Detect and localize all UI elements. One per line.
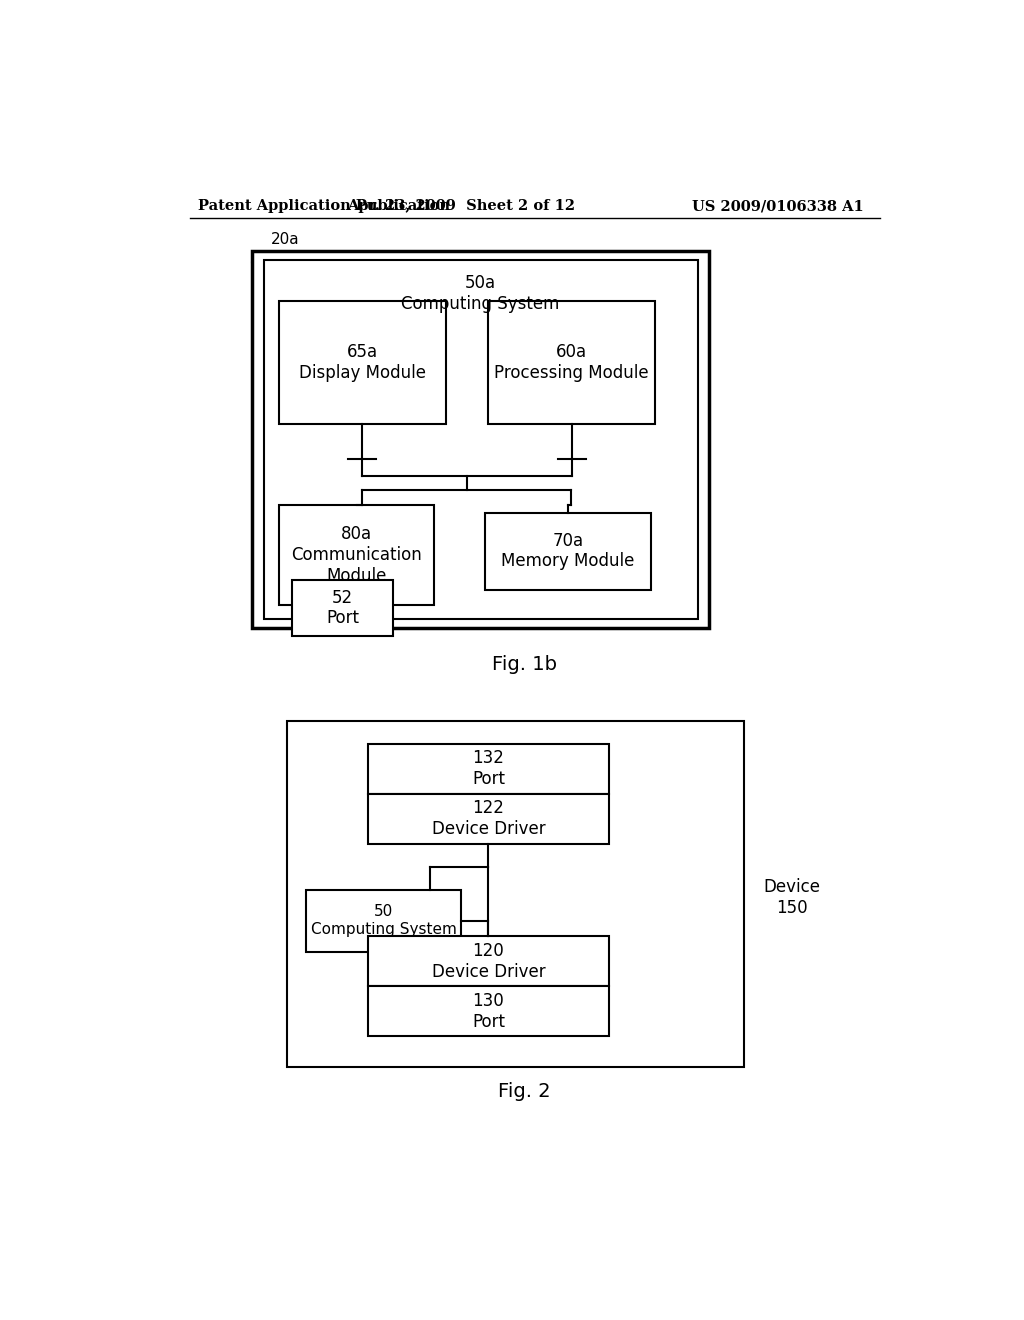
Text: Apr. 23, 2009  Sheet 2 of 12: Apr. 23, 2009 Sheet 2 of 12 [347,199,575,213]
Bar [263,260,697,619]
Text: Patent Application Publication: Patent Application Publication [198,199,450,213]
Text: 122
Device Driver: 122 Device Driver [431,800,545,838]
Bar [287,721,744,1067]
Text: 60a
Processing Module: 60a Processing Module [495,343,649,381]
Bar [369,936,608,986]
Text: 120
Device Driver: 120 Device Driver [431,941,545,981]
Text: 132
Port: 132 Port [472,750,505,788]
Bar [369,793,608,843]
Bar [306,890,461,952]
Text: 80a
Communication
Module: 80a Communication Module [291,525,422,585]
Text: 70a
Memory Module: 70a Memory Module [501,532,635,570]
Bar [369,743,608,793]
Bar [369,986,608,1036]
Bar [292,581,393,636]
Bar [280,301,445,424]
Text: 50
Computing System: 50 Computing System [311,904,457,937]
Bar [484,512,651,590]
Bar [280,506,434,605]
Text: 65a
Display Module: 65a Display Module [299,343,426,381]
Text: 20a: 20a [271,232,300,247]
Text: US 2009/0106338 A1: US 2009/0106338 A1 [692,199,864,213]
Text: 130
Port: 130 Port [472,991,505,1031]
Text: Device
150: Device 150 [764,878,820,917]
Bar [488,301,655,424]
Text: 52
Port: 52 Port [327,589,359,627]
Text: Fig. 1b: Fig. 1b [493,655,557,675]
Text: 50a
Computing System: 50a Computing System [401,273,560,313]
Bar [252,251,710,628]
Text: Fig. 2: Fig. 2 [499,1082,551,1101]
